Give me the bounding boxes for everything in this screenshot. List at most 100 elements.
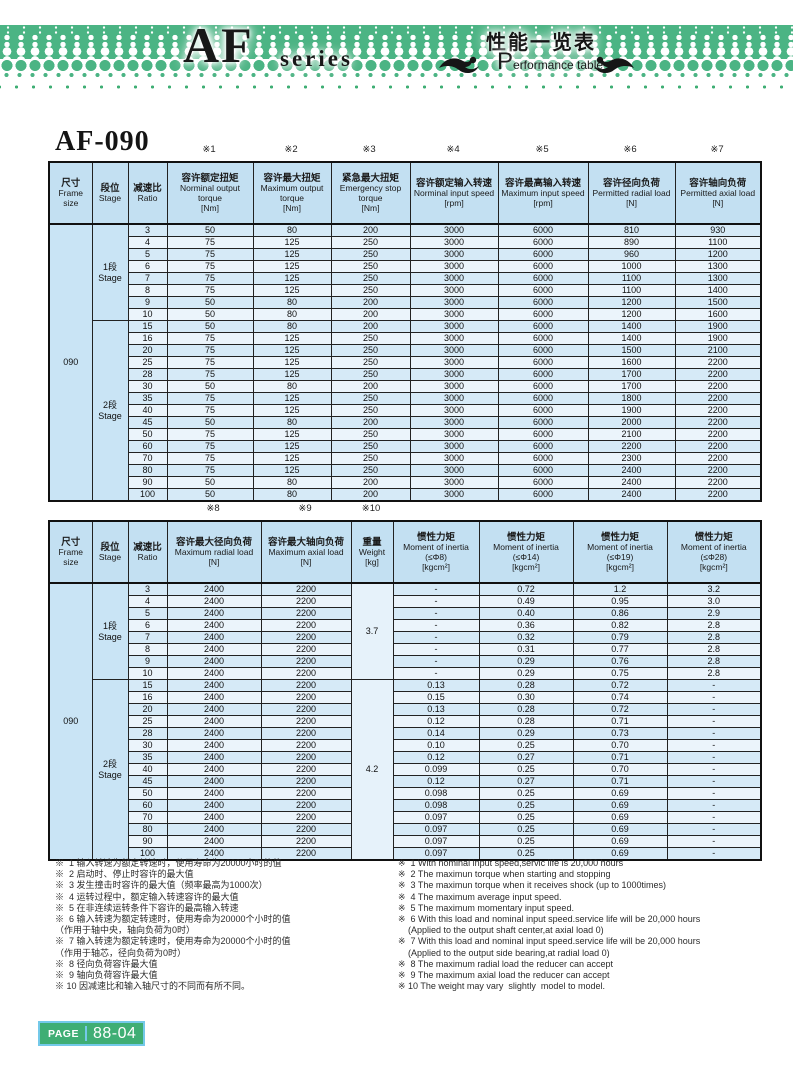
load-inertia-table: 尺寸 Frame size 段位 Stage 减速比 Ratio 容许最大径向负荷 Maxim… <box>48 520 762 861</box>
table-row: 10 2400 2200 -0.29 0.75 2.8 <box>49 667 762 680</box>
performance-initial: P <box>497 48 514 75</box>
weight-cell: 3.7 <box>350 582 394 680</box>
header-en: Moment of inertia <box>493 542 559 552</box>
ratio-cell: 30 <box>127 380 168 393</box>
value-cell: 960 <box>587 248 676 261</box>
value-cell: 200 <box>330 320 411 333</box>
header-en: Maximum input speed <box>501 187 585 198</box>
header-unit: [kgcm²] <box>512 562 540 572</box>
value-cell: 2400 <box>166 703 262 716</box>
value-cell: 2400 <box>166 607 262 620</box>
value-cell: 0.12 <box>392 751 480 764</box>
column-header: 容许最大径向负荷 Maximum radial load [N] <box>166 520 262 584</box>
value-cell: - <box>666 691 762 704</box>
value-cell: 125 <box>252 440 332 453</box>
column-header: 惯性力矩 Moment of inertia (≤Φ28) [kgcm²] <box>666 520 762 584</box>
value-cell: 200 <box>330 488 411 502</box>
value-cell: 2400 <box>166 811 262 824</box>
ratio-cell: 6 <box>127 260 168 273</box>
header-row: 尺寸 Frame size 段位 Stage 减速比 Ratio 容许最大径向负荷 Maxim… <box>48 520 762 584</box>
value-cell: 0.29 <box>478 667 574 680</box>
value-cell: 6000 <box>497 260 589 273</box>
value-cell: 0.12 <box>392 715 480 728</box>
value-cell: 3000 <box>409 476 499 489</box>
table-row: 28 2400 2200 0.14 0.29 0.73- <box>49 727 762 740</box>
value-cell: 2400 <box>166 763 262 776</box>
ratio-cell: 40 <box>127 404 168 417</box>
value-cell: 2200 <box>260 787 352 800</box>
value-cell: 3000 <box>409 260 499 273</box>
table-row: 9 2400 2200 -0.29 0.76 2.8 <box>49 655 762 668</box>
value-cell: 3000 <box>409 452 499 465</box>
header-sub: (≤Φ28) <box>700 551 728 562</box>
header-cn: 容许最大扭矩 <box>263 173 321 184</box>
value-cell: 6000 <box>497 320 589 333</box>
ratio-cell: 7 <box>127 631 168 644</box>
table-row: 100 2400 2200 0.097 0.25 0.69- <box>49 847 762 861</box>
table-row: 7 75 125 250 3000 6000 1100 1300 <box>49 272 762 285</box>
value-cell: 2400 <box>166 667 262 680</box>
ratio-cell: 100 <box>127 488 168 502</box>
value-cell: 50 <box>166 416 254 429</box>
series-word: series <box>280 46 353 71</box>
value-cell: 200 <box>330 380 411 393</box>
header-unit: [rpm] <box>444 198 464 209</box>
footnote-item: ※ 2 The maximun torque when starting and… <box>398 869 611 880</box>
value-cell: 125 <box>252 452 332 465</box>
value-cell: 0.79 <box>572 631 668 644</box>
value-cell: 0.097 <box>392 811 480 824</box>
value-cell: 0.097 <box>392 823 480 836</box>
value-cell: - <box>392 582 480 596</box>
value-cell: 3000 <box>409 464 499 477</box>
value-cell: 0.13 <box>392 703 480 716</box>
table-row: 090 1段 Stage 3 50 80 200 3000 6000 810 930 <box>48 223 762 502</box>
header-en: Maximum axial load <box>268 546 344 557</box>
table-row: 100 50 80 200 3000 6000 2400 2200 <box>49 488 762 502</box>
value-cell: 2400 <box>166 619 262 632</box>
table-row: 45 2400 2200 0.12 0.27 0.71- <box>49 775 762 788</box>
ratio-cell: 8 <box>127 284 168 297</box>
ref-mark: ※10 <box>361 503 381 514</box>
value-cell: 0.40 <box>478 607 574 620</box>
ratio-cell: 30 <box>127 739 168 752</box>
value-cell: 2200 <box>260 631 352 644</box>
value-cell: 75 <box>166 392 254 405</box>
value-cell: 2100 <box>674 344 762 357</box>
table-row: 8 75 125 250 3000 6000 1100 1400 <box>49 284 762 297</box>
page-number-badge: PAGE 88-04 <box>38 1021 146 1046</box>
footnote-item: ※ 7 With this load and nominal input spe… <box>398 936 701 958</box>
value-cell: 250 <box>330 452 411 465</box>
performance-title-cn: 性能一览表 <box>486 32 596 54</box>
value-cell: 2400 <box>166 787 262 800</box>
table-row: 35 75 125 250 3000 6000 1800 2200 <box>49 392 762 405</box>
column-header: 容许额定输入转速 Norminal input speed [rpm] <box>409 161 499 225</box>
header-unit: [N] <box>626 198 637 209</box>
value-cell: 80 <box>252 416 332 429</box>
value-cell: 3000 <box>409 272 499 285</box>
stage-cn: 1段 <box>102 620 117 631</box>
column-header: 减速比 Ratio <box>127 161 168 225</box>
ratio-cell: 28 <box>127 727 168 740</box>
value-cell: 2200 <box>674 416 762 429</box>
header-cn: 尺寸 <box>61 178 81 189</box>
value-cell: - <box>666 775 762 788</box>
footnote-item: ※ 1 With nominal input speed,servic life… <box>398 858 624 868</box>
ratio-cell: 25 <box>127 715 168 728</box>
value-cell: 0.31 <box>478 643 574 656</box>
footnote-item: ※ 9 轴向负荷容许最大值 <box>55 970 158 981</box>
value-cell: 2.8 <box>666 667 762 680</box>
value-cell: 75 <box>166 452 254 465</box>
value-cell: 0.69 <box>572 847 668 861</box>
ratio-cell: 10 <box>127 308 168 321</box>
value-cell: 50 <box>166 320 254 333</box>
value-cell: 0.25 <box>478 835 574 848</box>
table-row: 20 75 125 250 3000 6000 1500 2100 <box>49 344 762 357</box>
value-cell: 2000 <box>587 416 676 429</box>
column-header: 容许径向负荷 Permitted radial load [N] <box>587 161 676 225</box>
ref-mark: ※2 <box>284 144 298 155</box>
header-cn: 减速比 <box>133 182 162 194</box>
value-cell: 2400 <box>166 727 262 740</box>
value-cell: - <box>666 799 762 812</box>
header-unit: [Nm] <box>283 203 301 213</box>
value-cell: 75 <box>166 440 254 453</box>
